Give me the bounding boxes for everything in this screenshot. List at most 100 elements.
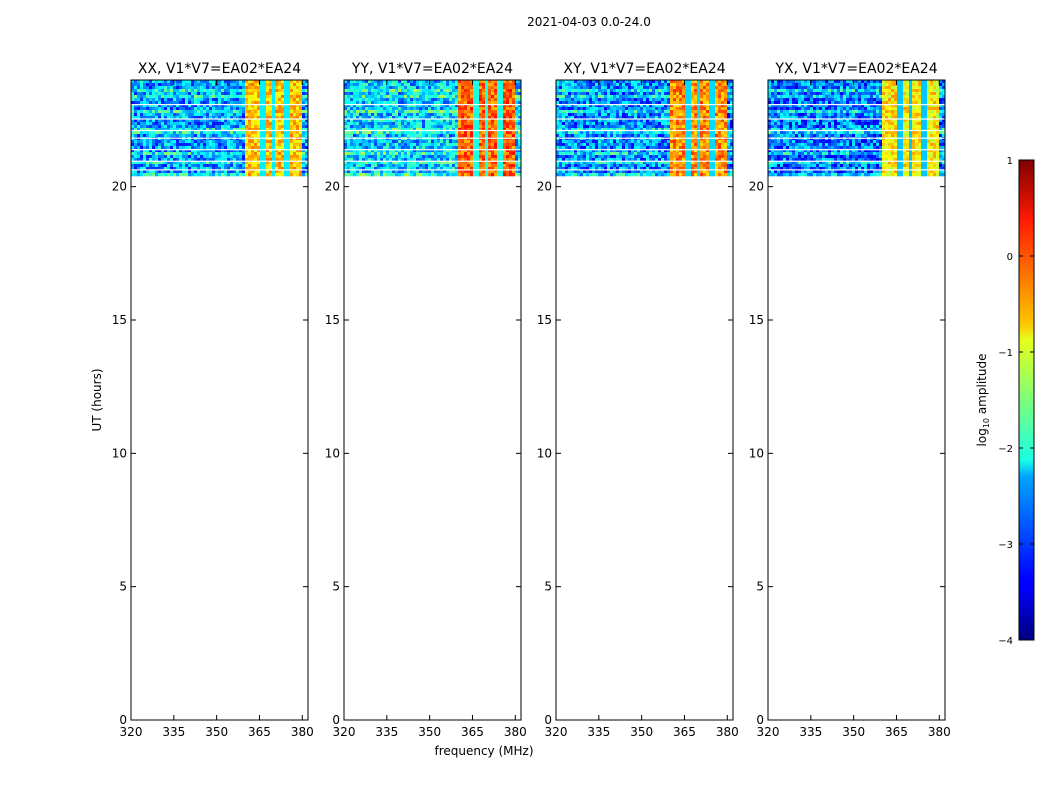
heatmap-cell (389, 146, 393, 150)
heatmap-cell (437, 80, 441, 84)
heatmap-cell (616, 98, 620, 102)
heatmap-cell (679, 119, 683, 123)
x-tick-label: 365 (461, 725, 484, 739)
heatmap-cell (302, 146, 306, 150)
heatmap-cell (302, 95, 306, 99)
heatmap-cell (706, 89, 710, 93)
heatmap-cell (287, 92, 291, 96)
heatmap-cell (200, 98, 204, 102)
heatmap-cell (425, 155, 429, 159)
heatmap-cell (404, 86, 408, 90)
heatmap-cell (260, 125, 264, 129)
heatmap-cell (389, 119, 393, 123)
heatmap-cell (437, 95, 441, 99)
heatmap-cell (230, 131, 234, 135)
heatmap-cell (224, 170, 228, 174)
heatmap-cell (287, 86, 291, 90)
heatmap-cell (272, 125, 276, 129)
heatmap-cell (215, 125, 219, 129)
heatmap-cell (503, 125, 507, 129)
heatmap-cell (374, 131, 378, 135)
heatmap-cell (446, 107, 450, 111)
heatmap-cell (455, 98, 459, 102)
heatmap-cell (239, 122, 243, 126)
heatmap-cell (419, 146, 423, 150)
heatmap-cell (497, 161, 501, 165)
heatmap-cell (715, 119, 719, 123)
heatmap-cell (464, 128, 468, 132)
heatmap-cell (197, 116, 201, 120)
heatmap-cell (173, 122, 177, 126)
heatmap-cell (245, 134, 249, 138)
heatmap-cell (161, 161, 165, 165)
heatmap-cell (464, 98, 468, 102)
heatmap-cell (254, 131, 258, 135)
heatmap-cell (188, 95, 192, 99)
heatmap-cell (248, 83, 252, 87)
heatmap-cell (413, 113, 417, 117)
heatmap-cell (194, 80, 198, 84)
heatmap-cell (350, 146, 354, 150)
heatmap-cell (269, 122, 273, 126)
heatmap-cell (383, 161, 387, 165)
flagged-row (344, 169, 521, 171)
heatmap-cell (176, 146, 180, 150)
heatmap-cell (649, 134, 653, 138)
heatmap-cell (431, 122, 435, 126)
heatmap-cell (667, 134, 671, 138)
heatmap-cell (673, 83, 677, 87)
heatmap-cell (149, 143, 153, 147)
heatmap-cell (610, 110, 614, 114)
heatmap-cell (401, 128, 405, 132)
heatmap-cell (149, 152, 153, 156)
heatmap-cell (401, 95, 405, 99)
heatmap-cell (245, 146, 249, 150)
heatmap-cell (284, 104, 288, 108)
heatmap-cell (182, 92, 186, 96)
heatmap-cell (290, 167, 294, 171)
heatmap-cell (643, 131, 647, 135)
heatmap-cell (724, 98, 728, 102)
heatmap-cell (236, 92, 240, 96)
heatmap-cell (161, 173, 165, 177)
heatmap-cell (706, 86, 710, 90)
heatmap-cell (221, 80, 225, 84)
heatmap-cell (194, 140, 198, 144)
heatmap-cell (583, 89, 587, 93)
heatmap-cell (413, 173, 417, 177)
heatmap-cell (221, 173, 225, 177)
heatmap-cell (464, 164, 468, 168)
heatmap-cell (619, 107, 623, 111)
heatmap-cell (362, 140, 366, 144)
heatmap-cell (209, 170, 213, 174)
heatmap-cell (434, 98, 438, 102)
heatmap-cell (182, 134, 186, 138)
heatmap-cell (395, 146, 399, 150)
heatmap-cell (359, 161, 363, 165)
heatmap-cell (556, 89, 560, 93)
heatmap-cell (203, 104, 207, 108)
heatmap-cell (209, 86, 213, 90)
heatmap-cell (694, 101, 698, 105)
heatmap-cell (577, 101, 581, 105)
heatmap-cell (404, 83, 408, 87)
heatmap-cell (353, 122, 357, 126)
heatmap-cell (137, 110, 141, 114)
heatmap-cell (191, 143, 195, 147)
heatmap-cell (455, 140, 459, 144)
heatmap-cell (715, 122, 719, 126)
heatmap-cell (254, 128, 258, 132)
heatmap-cell (667, 113, 671, 117)
heatmap-cell (368, 161, 372, 165)
heatmap-cell (152, 152, 156, 156)
heatmap-cell (407, 83, 411, 87)
heatmap-cell (509, 125, 513, 129)
heatmap-cell (473, 131, 477, 135)
heatmap-cell (131, 92, 135, 96)
heatmap-cell (221, 164, 225, 168)
heatmap-cell (637, 101, 641, 105)
heatmap-cell (676, 83, 680, 87)
heatmap-cell (586, 128, 590, 132)
heatmap-cell (293, 104, 297, 108)
heatmap-cell (188, 140, 192, 144)
